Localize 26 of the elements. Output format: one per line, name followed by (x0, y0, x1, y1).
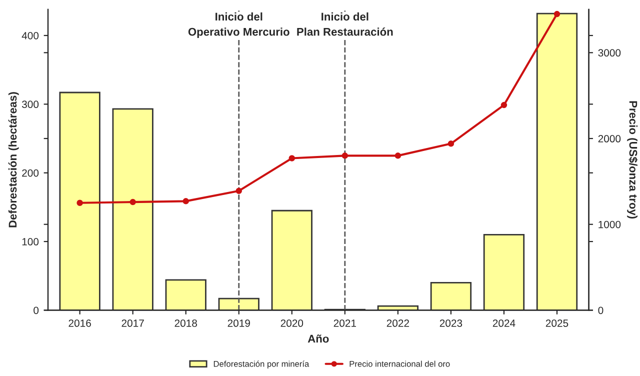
y2-tick-label: 3000 (598, 49, 621, 57)
x-tick-label: 2022 (386, 320, 409, 327)
y-tick-label: 200 (22, 169, 39, 177)
legend-label: Precio internacional del oro (350, 360, 450, 367)
x-tick-label: 2025 (546, 320, 568, 327)
x-tick-label: 2018 (174, 320, 197, 327)
y2-tick-label: 0 (598, 306, 604, 314)
y-tick-label: 300 (22, 100, 39, 108)
y2-tick-label: 2000 (598, 135, 621, 142)
x-tick-label: 2017 (122, 320, 144, 327)
x-tick-label: 2021 (334, 320, 356, 327)
ref-line-label: Inicio del Plan Restauración (297, 12, 393, 36)
x-tick-label: 2020 (280, 320, 304, 327)
ref-line-label: Inicio del Operativo Mercurio (188, 12, 290, 38)
y-tick-label: 100 (22, 238, 39, 246)
x-axis-title: Año (308, 334, 329, 343)
x-tick-label: 2023 (440, 320, 462, 327)
y2-tick-label: 1000 (598, 220, 621, 228)
y-tick-label: 400 (22, 32, 39, 40)
x-tick-label: 2024 (492, 320, 516, 327)
y2-axis-title: Precio (US$/onza troy) (627, 101, 638, 219)
x-tick-label: 2016 (68, 320, 91, 327)
legend-label: Deforestación por minería (214, 360, 310, 368)
x-tick-label: 2019 (228, 320, 250, 327)
y-axis-title: Deforestación (hectáreas) (8, 92, 19, 228)
y-tick-label: 0 (34, 306, 39, 314)
